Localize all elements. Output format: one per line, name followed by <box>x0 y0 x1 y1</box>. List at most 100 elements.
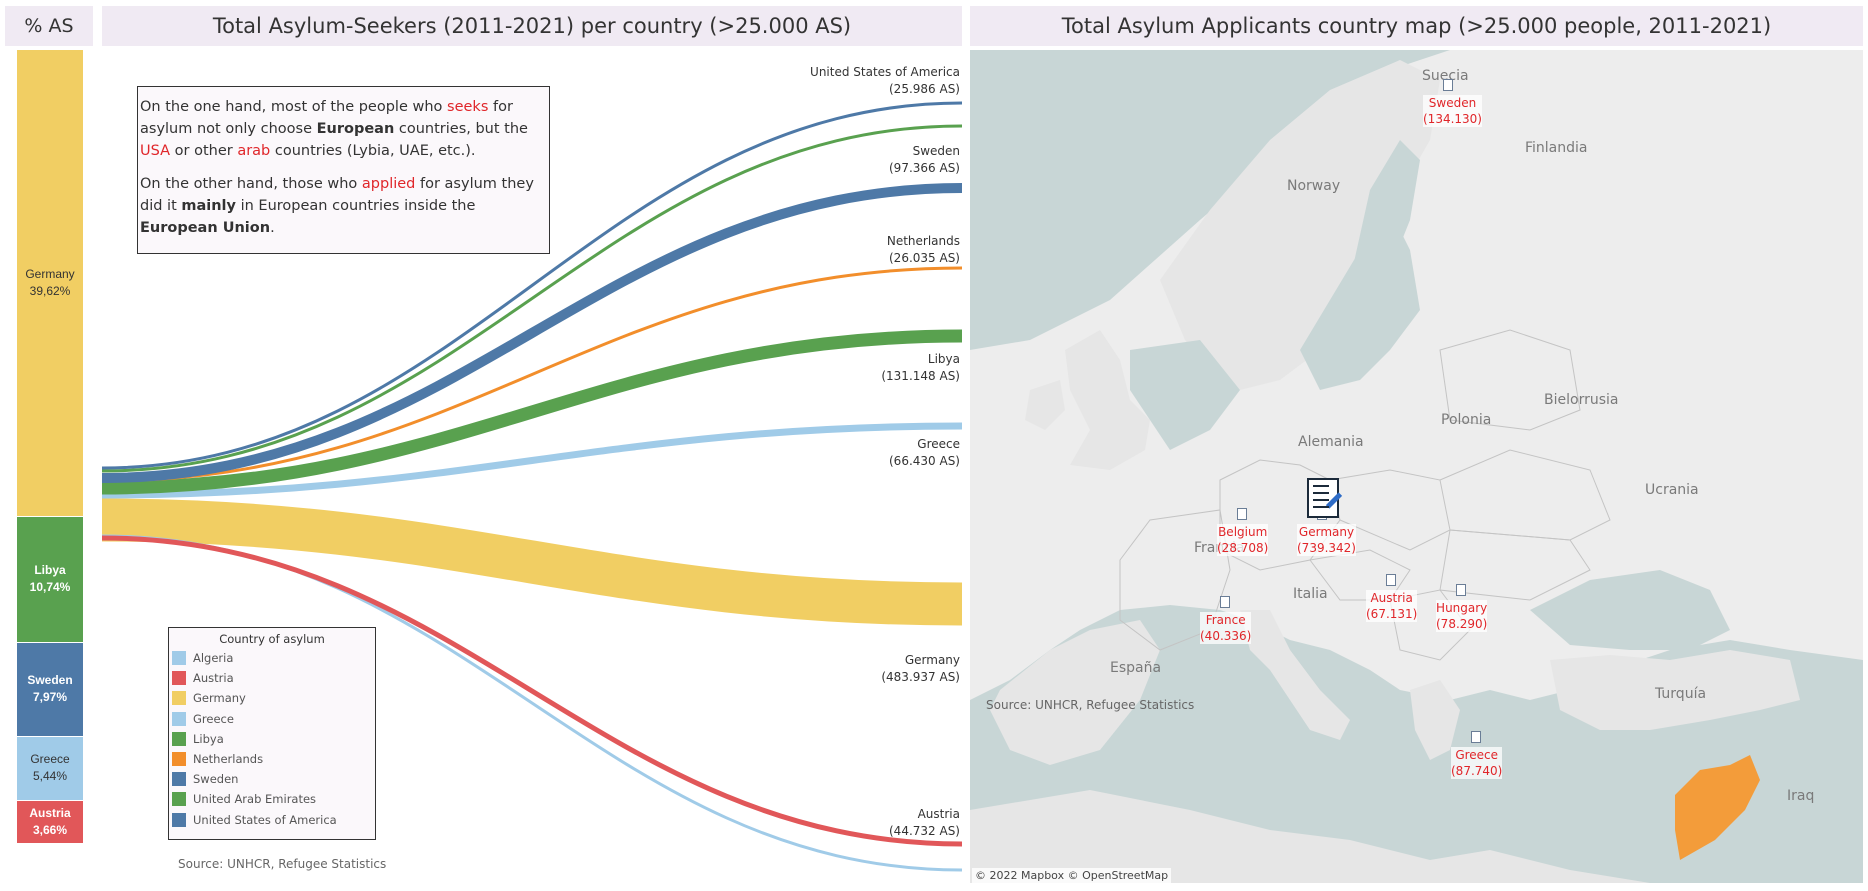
map-label-germany[interactable]: Germany (739.342) <box>1297 524 1356 556</box>
map-label-country: Greece <box>1455 748 1499 762</box>
map-geo-name-italia: Italia <box>1293 586 1328 602</box>
pct-segment-label: Austria <box>29 805 71 820</box>
legend-label: United Arab Emirates <box>193 792 317 807</box>
legend: Country of asylum Algeria Austria Germany G… <box>168 627 376 840</box>
map-marker-icon[interactable] <box>1220 596 1230 608</box>
map-title: Total Asylum Applicants country map (>25… <box>970 6 1863 46</box>
sankey-chart <box>102 101 962 872</box>
pct-segment-austria[interactable]: Austria 3,66% <box>17 800 83 843</box>
sankey-label-value: (25.986 AS) <box>889 82 960 96</box>
checklist-line <box>1313 492 1329 494</box>
legend-label: Germany <box>193 691 246 706</box>
checklist-line <box>1313 499 1329 501</box>
pct-panel-title: % AS <box>5 6 93 46</box>
map-geo-name-finlandia: Finlandia <box>1525 140 1588 156</box>
map-geo-name-alemania: Alemania <box>1298 434 1364 450</box>
pct-segment-libya[interactable]: Libya 10,74% <box>17 516 83 642</box>
map-label-country: Germany <box>1298 525 1355 539</box>
map-geo-name-bielorrusia: Bielorrusia <box>1544 392 1619 408</box>
pct-segment-label: Libya <box>34 563 66 578</box>
legend-item-united-arab-emirates[interactable]: United Arab Emirates <box>169 789 375 809</box>
map-geo-name-españa: España <box>1110 660 1162 676</box>
map-area[interactable]: Suecia Finlandia Norway Polonia Bielorrusia U… <box>970 50 1863 883</box>
sankey-label-value: (26.035 AS) <box>889 251 960 265</box>
map-marker-icon[interactable] <box>1386 574 1396 586</box>
sankey-flow-greece[interactable] <box>102 422 962 499</box>
pct-segment-value: 7,97% <box>32 690 68 705</box>
map-label-country: France <box>1205 613 1246 627</box>
legend-title: Country of asylum <box>219 632 325 646</box>
pct-panel: % AS Germany 39,62% Libya 10,74% Sweden 7,97%… <box>0 0 97 891</box>
legend-label: Sweden <box>193 772 239 787</box>
pct-segment-greece[interactable]: Greece 5,44% <box>17 736 83 800</box>
legend-item-sweden[interactable]: Sweden <box>169 769 375 789</box>
map-label-country: Sweden <box>1428 96 1477 110</box>
annotation-paragraph-1: On the one hand, most of the people who … <box>140 99 528 159</box>
legend-swatch <box>172 691 186 706</box>
sankey-label-name: Germany <box>904 653 960 667</box>
pct-segment-value: 5,44% <box>32 769 68 784</box>
legend-item-netherlands[interactable]: Netherlands <box>169 749 375 769</box>
pct-segment-sweden[interactable]: Sweden 7,97% <box>17 642 83 736</box>
map-geo-name-suecia: Suecia <box>1422 68 1469 84</box>
legend-item-germany[interactable]: Germany <box>169 688 375 708</box>
sankey-label-austria: Austria (44.732 AS) <box>889 806 960 840</box>
sankey-label-name: Sweden <box>912 144 960 158</box>
pct-segment-germany[interactable]: Germany 39,62% <box>17 50 83 516</box>
legend-swatch <box>172 812 186 827</box>
map-label-sweden[interactable]: Sweden (134.130) <box>1423 95 1482 127</box>
map-label-value: (87.740) <box>1451 764 1503 778</box>
sankey-flow-united-arab-emirates[interactable] <box>102 124 962 473</box>
sankey-flow-germany[interactable] <box>102 498 962 626</box>
sankey-flow-libya[interactable] <box>102 329 962 495</box>
legend-item-greece[interactable]: Greece <box>169 709 375 729</box>
sankey-flow-netherlands[interactable] <box>102 266 962 483</box>
sankey-flow-sweden[interactable] <box>102 183 962 483</box>
map-marker-icon[interactable] <box>1237 508 1247 520</box>
legend-swatch <box>172 671 186 686</box>
map-geo-name-turquía: Turquía <box>1655 686 1707 702</box>
pct-segment-label: Germany <box>25 266 75 281</box>
sankey-label-name: Greece <box>917 437 960 451</box>
map-marker-icon[interactable] <box>1456 584 1466 596</box>
legend-label: United States of America <box>193 812 337 827</box>
map-label-country: Hungary <box>1436 601 1488 615</box>
map-label-value: (28.708) <box>1217 541 1269 555</box>
map-source-note: Source: UNHCR, Refugee Statistics <box>986 698 1195 712</box>
map-label-country: Belgium <box>1218 525 1268 539</box>
sankey-label-libya: Libya (131.148 AS) <box>881 351 960 385</box>
pct-segment-value: 3,66% <box>32 822 68 837</box>
map-marker-icon[interactable] <box>1443 79 1453 91</box>
map-geo-name-iraq: Iraq <box>1787 788 1815 804</box>
sankey-label-name: Netherlands <box>886 234 960 248</box>
checklist-line <box>1313 506 1329 508</box>
map-marker-icon[interactable] <box>1471 731 1481 743</box>
map-geo-name-polonia: Polonia <box>1441 412 1492 428</box>
map-label-greece[interactable]: Greece (87.740) <box>1451 747 1503 779</box>
sankey-label-sweden: Sweden (97.366 AS) <box>889 143 960 177</box>
map-label-value: (134.130) <box>1423 112 1482 126</box>
pct-segment-value: 39,62% <box>29 283 71 298</box>
map-label-hungary[interactable]: Hungary (78.290) <box>1436 600 1488 632</box>
legend-item-algeria[interactable]: Algeria <box>169 648 375 668</box>
sankey-title: Total Asylum-Seekers (2011-2021) per cou… <box>102 6 962 46</box>
sankey-label-netherlands: Netherlands (26.035 AS) <box>887 233 960 267</box>
sankey-label-name: United States of America <box>810 65 960 79</box>
legend-item-united-states-of-america[interactable]: United States of America <box>169 810 375 830</box>
sankey-flow-united-states-of-america[interactable] <box>102 101 962 470</box>
map-label-country: Austria <box>1370 591 1413 605</box>
map-credit[interactable]: © 2022 Mapbox © OpenStreetMap <box>972 868 1172 883</box>
map-geo-name-ucrania: Ucrania <box>1645 482 1699 498</box>
annotation-paragraph-2: On the other hand, those who applied for… <box>140 176 534 236</box>
sankey-label-united-states-of-america: United States of America (25.986 AS) <box>810 64 960 98</box>
sankey-flow-austria[interactable] <box>102 535 962 847</box>
sankey-label-value: (97.366 AS) <box>889 161 960 175</box>
map-label-value: (739.342) <box>1297 541 1356 555</box>
legend-label: Libya <box>193 731 224 746</box>
sankey-label-greece: Greece (66.430 AS) <box>889 436 960 470</box>
map-label-france[interactable]: France (40.336) <box>1200 612 1252 644</box>
legend-item-austria[interactable]: Austria <box>169 668 375 688</box>
map-label-austria[interactable]: Austria (67.131) <box>1366 590 1418 622</box>
map-label-belgium[interactable]: Belgium (28.708) <box>1217 524 1269 556</box>
legend-item-libya[interactable]: Libya <box>169 729 375 749</box>
